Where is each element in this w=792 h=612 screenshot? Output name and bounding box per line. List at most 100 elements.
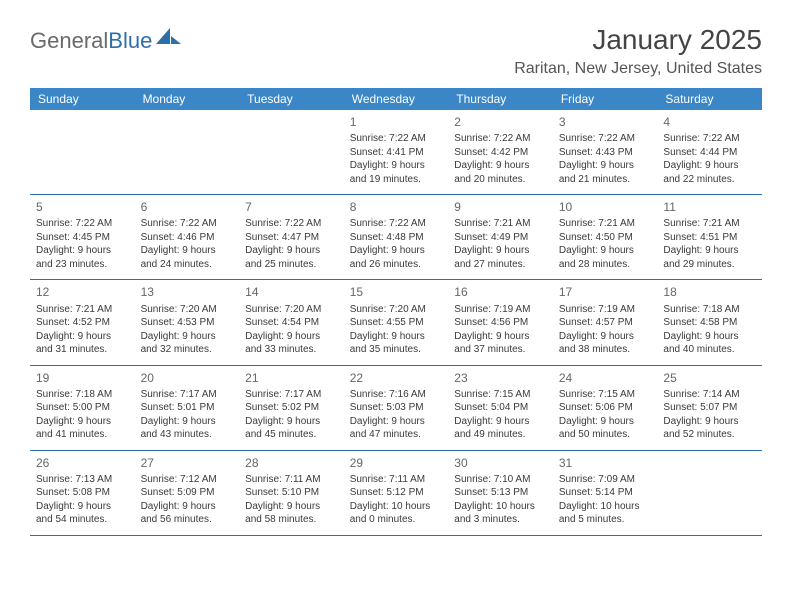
daylight-line: Daylight: 9 hours and 38 minutes.: [559, 330, 652, 357]
calendar: SundayMondayTuesdayWednesdayThursdayFrid…: [30, 88, 762, 536]
daylight-line: Daylight: 9 hours and 21 minutes.: [559, 159, 652, 186]
day-cell: 9Sunrise: 7:21 AMSunset: 4:49 PMDaylight…: [448, 195, 553, 279]
day-number: 15: [350, 284, 443, 300]
day-cell: 25Sunrise: 7:14 AMSunset: 5:07 PMDayligh…: [657, 366, 762, 450]
sunset-line: Sunset: 5:04 PM: [454, 401, 547, 415]
sunset-line: Sunset: 5:14 PM: [559, 486, 652, 500]
sunrise-line: Sunrise: 7:22 AM: [350, 132, 443, 146]
day-cell: 26Sunrise: 7:13 AMSunset: 5:08 PMDayligh…: [30, 451, 135, 535]
sunrise-line: Sunrise: 7:22 AM: [663, 132, 756, 146]
sunset-line: Sunset: 5:02 PM: [245, 401, 338, 415]
day-cell-empty: [657, 451, 762, 535]
day-number: 5: [36, 199, 129, 215]
sunrise-line: Sunrise: 7:11 AM: [350, 473, 443, 487]
sunrise-line: Sunrise: 7:15 AM: [559, 388, 652, 402]
weekday-header: Monday: [135, 88, 240, 110]
week-row: 5Sunrise: 7:22 AMSunset: 4:45 PMDaylight…: [30, 195, 762, 280]
daylight-line: Daylight: 9 hours and 33 minutes.: [245, 330, 338, 357]
day-cell: 5Sunrise: 7:22 AMSunset: 4:45 PMDaylight…: [30, 195, 135, 279]
day-number: 31: [559, 455, 652, 471]
daylight-line: Daylight: 9 hours and 43 minutes.: [141, 415, 234, 442]
sunset-line: Sunset: 4:53 PM: [141, 316, 234, 330]
daylight-line: Daylight: 9 hours and 23 minutes.: [36, 244, 129, 271]
day-number: 3: [559, 114, 652, 130]
daylight-line: Daylight: 9 hours and 22 minutes.: [663, 159, 756, 186]
day-number: 9: [454, 199, 547, 215]
day-number: 4: [663, 114, 756, 130]
daylight-line: Daylight: 9 hours and 40 minutes.: [663, 330, 756, 357]
daylight-line: Daylight: 9 hours and 45 minutes.: [245, 415, 338, 442]
daylight-line: Daylight: 9 hours and 24 minutes.: [141, 244, 234, 271]
day-number: 22: [350, 370, 443, 386]
day-cell: 21 Sunrise: 7:17 AMSunset: 5:02 PMDayligh…: [239, 366, 344, 450]
brand-logo: GeneralBlue: [30, 24, 182, 54]
day-cell: 22 Sunrise: 7:16 AMSunset: 5:03 PMDayligh…: [344, 366, 449, 450]
weekday-header: Wednesday: [344, 88, 449, 110]
sunset-line: Sunset: 5:03 PM: [350, 401, 443, 415]
day-cell: 11Sunrise: 7:21 AMSunset: 4:51 PMDayligh…: [657, 195, 762, 279]
sunrise-line: Sunrise: 7:19 AM: [559, 303, 652, 317]
day-cell: 29Sunrise: 7:11 AMSunset: 5:12 PMDayligh…: [344, 451, 449, 535]
sunset-line: Sunset: 5:12 PM: [350, 486, 443, 500]
sunset-line: Sunset: 4:43 PM: [559, 146, 652, 160]
day-cell: 13Sunrise: 7:20 AMSunset: 4:53 PMDayligh…: [135, 280, 240, 364]
sunrise-line: Sunrise: 7:12 AM: [141, 473, 234, 487]
day-cell: 24Sunrise: 7:15 AMSunset: 5:06 PMDayligh…: [553, 366, 658, 450]
daylight-line: Daylight: 9 hours and 56 minutes.: [141, 500, 234, 527]
day-cell: 4Sunrise: 7:22 AMSunset: 4:44 PMDaylight…: [657, 110, 762, 194]
day-cell: 14Sunrise: 7:20 AMSunset: 4:54 PMDayligh…: [239, 280, 344, 364]
sunrise-line: Sunrise: 7:17 AM: [245, 388, 338, 402]
daylight-line: Daylight: 9 hours and 54 minutes.: [36, 500, 129, 527]
sunset-line: Sunset: 4:51 PM: [663, 231, 756, 245]
day-number: 20: [141, 370, 234, 386]
week-row: 12Sunrise: 7:21 AMSunset: 4:52 PMDayligh…: [30, 280, 762, 365]
day-number: 29: [350, 455, 443, 471]
sunset-line: Sunset: 4:48 PM: [350, 231, 443, 245]
day-number: 14: [245, 284, 338, 300]
sunrise-line: Sunrise: 7:21 AM: [36, 303, 129, 317]
daylight-line: Daylight: 10 hours and 5 minutes.: [559, 500, 652, 527]
day-cell-empty: [239, 110, 344, 194]
day-number: 1: [350, 114, 443, 130]
sunrise-line: Sunrise: 7:11 AM: [245, 473, 338, 487]
daylight-line: Daylight: 9 hours and 47 minutes.: [350, 415, 443, 442]
sunset-line: Sunset: 4:46 PM: [141, 231, 234, 245]
sunrise-line: Sunrise: 7:22 AM: [350, 217, 443, 231]
daylight-line: Daylight: 9 hours and 37 minutes.: [454, 330, 547, 357]
day-cell-empty: [135, 110, 240, 194]
day-cell: 23Sunrise: 7:15 AMSunset: 5:04 PMDayligh…: [448, 366, 553, 450]
sunset-line: Sunset: 5:13 PM: [454, 486, 547, 500]
weekday-header-row: SundayMondayTuesdayWednesdayThursdayFrid…: [30, 88, 762, 110]
daylight-line: Daylight: 9 hours and 27 minutes.: [454, 244, 547, 271]
sunrise-line: Sunrise: 7:16 AM: [350, 388, 443, 402]
daylight-line: Daylight: 10 hours and 3 minutes.: [454, 500, 547, 527]
location: Raritan, New Jersey, United States: [514, 60, 762, 78]
daylight-line: Daylight: 9 hours and 25 minutes.: [245, 244, 338, 271]
day-cell: 12Sunrise: 7:21 AMSunset: 4:52 PMDayligh…: [30, 280, 135, 364]
sunset-line: Sunset: 4:56 PM: [454, 316, 547, 330]
sunrise-line: Sunrise: 7:10 AM: [454, 473, 547, 487]
day-cell-empty: [30, 110, 135, 194]
sunset-line: Sunset: 5:08 PM: [36, 486, 129, 500]
sunset-line: Sunset: 5:09 PM: [141, 486, 234, 500]
sunrise-line: Sunrise: 7:18 AM: [663, 303, 756, 317]
day-cell: 3Sunrise: 7:22 AMSunset: 4:43 PMDaylight…: [553, 110, 658, 194]
weekday-header: Friday: [553, 88, 658, 110]
day-cell: 19Sunrise: 7:18 AMSunset: 5:00 PMDayligh…: [30, 366, 135, 450]
day-cell: 10Sunrise: 7:21 AMSunset: 4:50 PMDayligh…: [553, 195, 658, 279]
day-number: 11: [663, 199, 756, 215]
sunrise-line: Sunrise: 7:22 AM: [245, 217, 338, 231]
day-number: 10: [559, 199, 652, 215]
day-number: 17: [559, 284, 652, 300]
sunset-line: Sunset: 4:49 PM: [454, 231, 547, 245]
sunrise-line: Sunrise: 7:22 AM: [454, 132, 547, 146]
day-number: 30: [454, 455, 547, 471]
day-cell: 18Sunrise: 7:18 AMSunset: 4:58 PMDayligh…: [657, 280, 762, 364]
weekday-header: Thursday: [448, 88, 553, 110]
day-number: 21: [245, 370, 338, 386]
daylight-line: Daylight: 9 hours and 26 minutes.: [350, 244, 443, 271]
sunset-line: Sunset: 4:52 PM: [36, 316, 129, 330]
month-year: January 2025: [514, 24, 762, 56]
weekday-header: Sunday: [30, 88, 135, 110]
day-number: 25: [663, 370, 756, 386]
